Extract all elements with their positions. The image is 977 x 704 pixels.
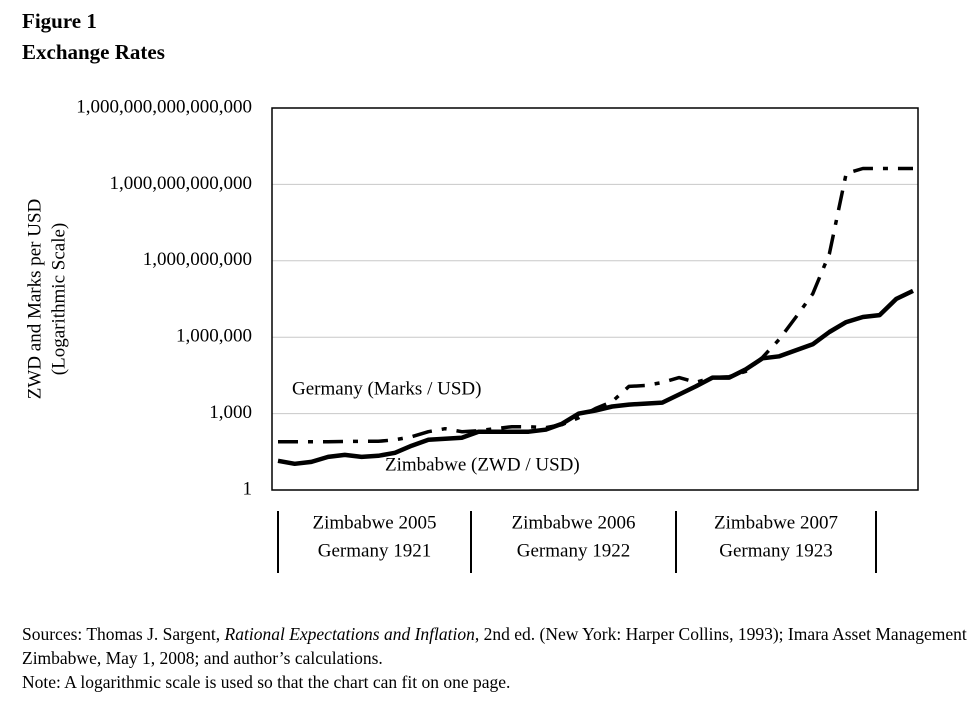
sources: Sources: Thomas J. Sargent, Rational Exp… xyxy=(22,622,967,670)
y-tick-label: 1,000 xyxy=(209,402,252,423)
y-tick-label: 1,000,000,000 xyxy=(143,249,252,270)
period-label: Zimbabwe 2007 xyxy=(714,512,838,533)
data-line xyxy=(278,166,913,444)
y-tick-label: 1,000,000,000,000 xyxy=(110,173,253,194)
sources-text: , 2nd ed. (New York: Harper Collins, 199… xyxy=(22,624,967,668)
series-label: Germany (Marks / USD) xyxy=(292,378,481,399)
chart: ZWD and Marks per USD (Logarithmic Scale… xyxy=(24,96,919,573)
period-label: Germany 1921 xyxy=(318,540,431,561)
sources-text: Sources: Thomas J. Sargent, xyxy=(22,624,225,644)
y-tick-label: 1 xyxy=(243,478,253,499)
series-label: Zimbabwe (ZWD / USD) xyxy=(385,454,580,475)
data-line xyxy=(277,288,914,467)
figure-title: Figure 1 xyxy=(22,9,97,33)
plot-frame xyxy=(271,107,919,491)
note: Note: A logarithmic scale is used so tha… xyxy=(22,672,511,692)
y-axis-label: ZWD and Marks per USD xyxy=(24,199,45,400)
chart-title: Exchange Rates xyxy=(22,40,165,64)
y-tick-label: 1,000,000,000,000,000 xyxy=(76,96,252,117)
period-label: Germany 1922 xyxy=(517,540,630,561)
y-axis-label: (Logarithmic Scale) xyxy=(48,223,69,375)
notes: Sources: Thomas J. Sargent, Rational Exp… xyxy=(22,622,967,694)
period-label: Zimbabwe 2005 xyxy=(312,512,436,533)
period-label: Germany 1923 xyxy=(719,540,832,561)
sources-text: Rational Expectations and Inflation xyxy=(224,624,475,644)
period-label: Zimbabwe 2006 xyxy=(511,512,635,533)
y-tick-label: 1,000,000 xyxy=(176,326,252,347)
